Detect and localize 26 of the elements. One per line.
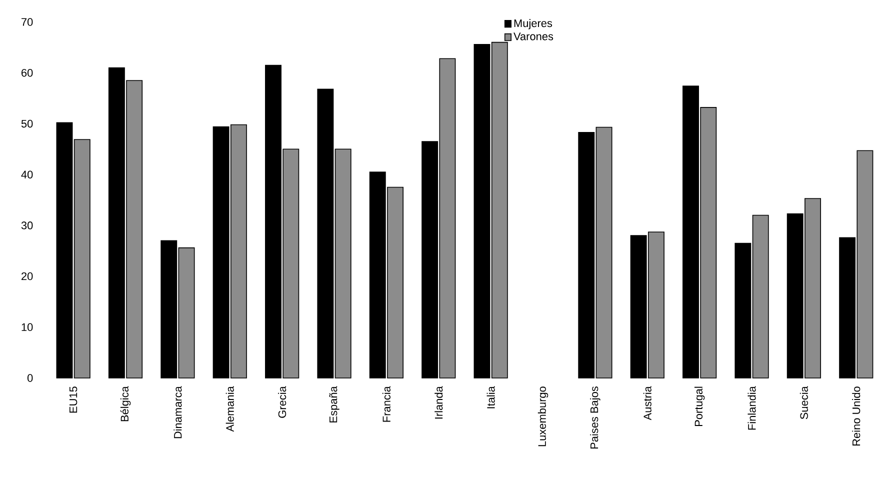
y-tick-label: 70 (22, 18, 33, 26)
x-tick-label: Portugal (694, 386, 705, 426)
x-tick-label: España (329, 386, 340, 422)
y-tick-label: 50 (21, 120, 33, 128)
y-tick-label: 30 (21, 222, 33, 230)
x-tick-label: Francia (382, 386, 390, 422)
y-tick-label: 40 (21, 170, 33, 178)
y-tick-label: 10 (22, 323, 33, 332)
x-tick-label: Paises Bajos (590, 386, 600, 449)
x-tick-label: Bélgica (120, 386, 131, 422)
y-tick-label: 60 (22, 68, 33, 77)
x-tick-label: Finlandia (748, 386, 756, 430)
x-tick-label: Reino Unido (852, 386, 860, 446)
x-tick-label: Alemania (226, 386, 234, 432)
x-tick-label: Irlanda (434, 386, 443, 419)
x-tick-label: Suecia (800, 386, 808, 420)
x-tick-label: EU15 (70, 386, 78, 413)
x-tick-label: Italia (486, 386, 495, 408)
legend-label: Mujeres (514, 19, 552, 30)
y-tick-label: 20 (22, 272, 33, 280)
x-tick-label: Grecia (278, 386, 286, 418)
x-tick-label: Austria (643, 386, 652, 420)
legend-label: Varones (514, 32, 554, 40)
x-tick-label: Dinamarca (174, 386, 182, 438)
y-tick-label: 0 (27, 374, 33, 382)
x-tick-label: Luxemburgo (538, 386, 548, 446)
